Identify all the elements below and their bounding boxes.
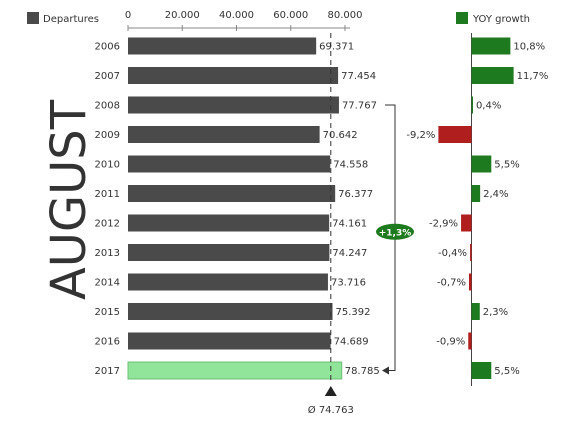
category-label: 2016 <box>95 337 120 348</box>
departures-bar <box>128 244 330 261</box>
x-tick-label: 40.000 <box>219 10 254 21</box>
departures-value-label: 76.377 <box>338 189 373 200</box>
legend-swatch-departures <box>27 12 39 24</box>
yoy-value-label: 11,7% <box>517 71 549 82</box>
yoy-value-label: 5,5% <box>494 160 519 171</box>
comparison-label: +1,3% <box>379 228 412 238</box>
main-plot: 0 20.000 40.000 60.000 80.000 2006 69.371 2007 7… <box>95 10 380 380</box>
yoy-value-label: -2,9% <box>429 219 458 230</box>
departures-bar <box>128 155 331 173</box>
yoy-bar <box>470 244 472 261</box>
departures-value-label: 78.785 <box>345 366 380 377</box>
category-label: 2007 <box>95 71 120 82</box>
yoy-bar <box>471 155 492 173</box>
yoy-bar <box>471 185 481 202</box>
yoy-bar <box>471 362 492 379</box>
legend-label-yoy: YOY growth <box>472 14 530 25</box>
legend-swatch-yoy <box>456 12 468 24</box>
yoy-value-label: 2,4% <box>483 189 508 200</box>
yoy-bar <box>438 126 472 143</box>
legend-label-departures: Departures <box>43 14 99 25</box>
category-label: 2012 <box>95 219 120 230</box>
x-tick-label: 80.000 <box>328 10 363 21</box>
category-label: 2009 <box>95 130 120 141</box>
comparison-arrowhead <box>382 366 389 375</box>
category-label: 2011 <box>95 189 120 200</box>
departures-bar <box>128 37 317 55</box>
departures-value-label: 74.689 <box>334 337 369 348</box>
x-tick-label: 20.000 <box>165 10 200 21</box>
comparison-badge <box>376 223 414 240</box>
yoy-bar <box>471 37 511 55</box>
yoy-bar <box>471 67 514 84</box>
yoy-value-label: -0,4% <box>438 248 467 259</box>
departures-bar <box>128 273 328 291</box>
departures-bar <box>128 96 339 114</box>
side-title: AUGUST <box>41 99 97 300</box>
departures-value-label: 77.767 <box>342 101 377 112</box>
category-label: 2014 <box>95 278 120 289</box>
departures-value-label: 77.454 <box>341 71 376 82</box>
yoy-bar <box>471 96 473 114</box>
yoy-plot: 10,8% 11,7% 0,4% -9,2% 5,5% 2,4% -2,9% -0,4% -0,… <box>406 33 548 386</box>
departures-value-label: 70.642 <box>323 130 358 141</box>
yoy-value-label: -0,9% <box>436 337 465 348</box>
departures-value-label: 74.161 <box>332 219 367 230</box>
yoy-value-label: 10,8% <box>513 42 545 53</box>
yoy-bar <box>468 273 472 291</box>
departures-bar <box>128 332 331 350</box>
departures-bar <box>128 185 336 202</box>
x-tick-label: 60.000 <box>273 10 308 21</box>
category-label: 2008 <box>95 101 120 112</box>
departures-bar <box>128 214 330 232</box>
average-marker <box>324 386 337 396</box>
departures-value-label: 74.247 <box>332 248 367 259</box>
yoy-value-label: -9,2% <box>406 130 435 141</box>
departures-bar <box>128 126 320 143</box>
category-label: 2015 <box>95 307 120 318</box>
average-label: Ø 74.763 <box>308 404 354 416</box>
overlay: AUGUST Departures YOY growth Ø 74.763 +1,3% <box>27 12 530 416</box>
yoy-value-label: 2,3% <box>483 307 508 318</box>
category-label: 2006 <box>95 42 120 53</box>
category-label: 2010 <box>95 160 120 171</box>
departures-bar <box>127 361 343 380</box>
yoy-bar <box>468 332 472 350</box>
yoy-value-label: 5,5% <box>494 366 519 377</box>
departures-value-label: 69.371 <box>319 42 354 53</box>
yoy-value-label: -0,7% <box>437 278 466 289</box>
x-tick-label: 0 <box>125 10 131 21</box>
departures-value-label: 75.392 <box>336 307 371 318</box>
category-label: 2017 <box>95 366 120 377</box>
yoy-bar <box>471 303 480 320</box>
category-label: 2013 <box>95 248 120 259</box>
yoy-value-label: 0,4% <box>476 101 501 112</box>
departures-bar <box>128 67 339 84</box>
departures-value-label: 74.558 <box>333 160 368 171</box>
departures-bar <box>128 303 333 320</box>
yoy-bar <box>461 214 472 232</box>
departures-value-label: 73.716 <box>331 278 366 289</box>
